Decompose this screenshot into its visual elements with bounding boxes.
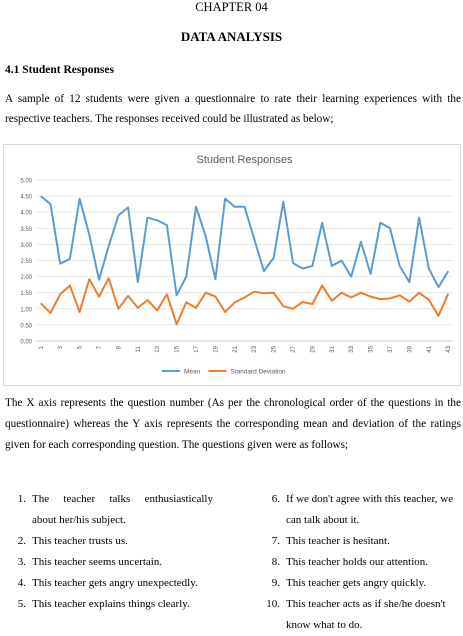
question-text-cont: about her/his subject. xyxy=(32,514,126,526)
question-text: This teacher gets angry quickly. xyxy=(286,577,427,589)
list-number: 1. xyxy=(17,493,26,505)
page-title: DATA ANALYSIS xyxy=(180,29,283,44)
question-text: This teacher explains things clearly. xyxy=(32,598,190,610)
y-tick-label: 0.50 xyxy=(20,323,32,329)
question-text: This teacher holds our attention. xyxy=(286,556,429,568)
y-tick-label: 2.00 xyxy=(20,275,32,281)
x-tick-label: 29 xyxy=(310,345,316,352)
list-number: 9. xyxy=(271,577,280,589)
x-tick-label: 21 xyxy=(233,345,239,352)
list-number: 10. xyxy=(266,598,280,610)
list-item: 3. This teacher seems uncertain. xyxy=(8,552,213,573)
y-tick-label: 1.50 xyxy=(20,291,32,297)
x-tick-label: 43 xyxy=(446,345,452,352)
question-text: If we don't agree with this teacher, we xyxy=(286,493,454,505)
x-tick-label: 33 xyxy=(349,345,355,352)
question-text: This teacher is hesitant. xyxy=(286,535,390,547)
x-tick-label: 15 xyxy=(175,345,181,352)
x-tick-label: 19 xyxy=(213,345,219,352)
x-tick-label: 39 xyxy=(407,345,413,352)
list-item: 6. If we don't agree with this teacher, … xyxy=(262,489,462,531)
x-tick-label: 1 xyxy=(39,345,45,349)
chart-container: Student Responses 0.00 0.50 1.00 1.50 2.00 2.5… xyxy=(3,144,461,386)
x-tick-label: 3 xyxy=(58,345,64,349)
questions-list-right: 6. If we don't agree with this teacher, … xyxy=(262,489,462,636)
question-text: This teacher seems uncertain. xyxy=(32,556,163,568)
explanation-line-2: questionnaire) whereas the Y axis repres… xyxy=(5,418,461,430)
list-item: 7. This teacher is hesitant. xyxy=(262,531,462,552)
question-text-cont: know what to do. xyxy=(286,619,363,631)
list-number: 8. xyxy=(271,556,280,568)
question-text: This teacher gets angry unexpectedly. xyxy=(32,577,198,589)
x-tick-label: 13 xyxy=(155,345,161,352)
list-number: 5. xyxy=(17,598,26,610)
x-tick-label: 31 xyxy=(330,345,336,352)
explanation-paragraph: The X axis represents the question numbe… xyxy=(5,393,461,456)
question-text: This teacher acts as if she/he doesn't xyxy=(286,598,446,610)
x-tick-label: 23 xyxy=(252,345,258,352)
y-tick-label: 4.00 xyxy=(20,211,32,217)
question-text: The teacher talks enthusiastically xyxy=(32,493,213,505)
intro-paragraph: A sample of 12 students were given a que… xyxy=(5,89,461,129)
y-tick-label: 4.50 xyxy=(20,195,32,201)
x-tick-label: 41 xyxy=(427,345,433,352)
x-tick-label: 7 xyxy=(97,345,103,349)
list-item: 9. This teacher gets angry quickly. xyxy=(262,573,462,594)
x-tick-label: 9 xyxy=(116,345,122,349)
list-item: 4. This teacher gets angry unexpectedly. xyxy=(8,573,213,594)
chart-title: Student Responses xyxy=(196,154,293,166)
intro-line-1: A sample of 12 students were given a que… xyxy=(5,93,461,105)
list-number: 4. xyxy=(17,577,26,589)
y-tick-label: 1.00 xyxy=(20,307,32,313)
x-tick-label: 17 xyxy=(194,345,200,352)
intro-line-2: respective teachers. The responses recei… xyxy=(5,113,334,125)
list-item: 1. The teacher talks enthusiastically ab… xyxy=(8,489,213,531)
list-item: 10. This teacher acts as if she/he doesn… xyxy=(262,594,462,636)
list-item: 2. This teacher trusts us. xyxy=(8,531,213,552)
x-tick-label: 35 xyxy=(369,345,375,352)
legend-label: Mean xyxy=(184,369,201,376)
y-tick-label: 2.50 xyxy=(20,259,32,265)
list-number: 2. xyxy=(17,535,26,547)
question-text-cont: can talk about it. xyxy=(286,514,360,526)
x-tick-label: 27 xyxy=(291,345,297,352)
list-item: 8. This teacher holds our attention. xyxy=(262,552,462,573)
y-tick-label: 3.00 xyxy=(20,243,32,249)
list-number: 7. xyxy=(271,535,280,547)
questions-list-left: 1. The teacher talks enthusiastically ab… xyxy=(8,489,213,615)
x-tick-label: 25 xyxy=(272,345,278,352)
y-tick-label: 5.00 xyxy=(20,179,32,185)
chapter-heading: CHAPTER 04 xyxy=(195,0,268,14)
question-text: This teacher trusts us. xyxy=(32,535,128,547)
x-tick-label: 11 xyxy=(136,345,142,352)
list-number: 3. xyxy=(17,556,26,568)
legend-label: Standard Deviation xyxy=(230,369,286,376)
y-tick-label: 0.00 xyxy=(20,340,32,346)
list-item: 5. This teacher explains things clearly. xyxy=(8,594,213,615)
series-line-standard-deviation xyxy=(40,277,450,326)
series-line-mean xyxy=(40,195,450,297)
x-tick-label: 5 xyxy=(78,345,84,349)
line-chart: Student Responses 0.00 0.50 1.00 1.50 2.00 2.5… xyxy=(20,154,453,376)
list-number: 6. xyxy=(271,493,280,505)
section-heading: 4.1 Student Responses xyxy=(5,64,114,76)
y-tick-label: 3.50 xyxy=(20,227,32,233)
x-tick-label: 37 xyxy=(388,345,394,352)
explanation-line-3: given for each corresponding question. T… xyxy=(5,439,349,451)
explanation-line-1: The X axis represents the question numbe… xyxy=(5,397,461,409)
